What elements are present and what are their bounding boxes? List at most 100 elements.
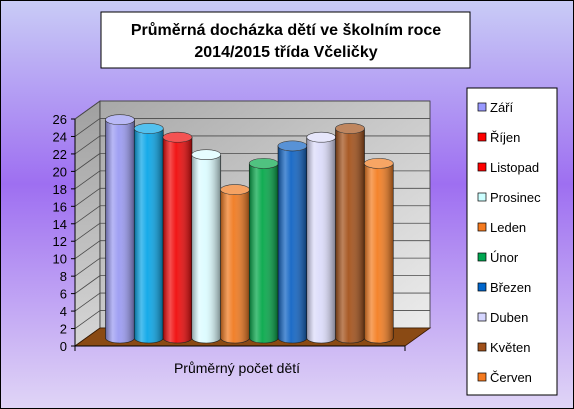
bar-top-highlight	[191, 149, 221, 160]
legend-label: Listopad	[490, 160, 539, 175]
legend-item-leden: Leden	[477, 220, 526, 235]
legend-item-duben: Duben	[477, 310, 528, 325]
legend-label: Březen	[490, 280, 531, 295]
bar-shading	[278, 145, 307, 343]
y-tick-label: 0	[60, 339, 67, 354]
legend-label: Leden	[490, 220, 526, 235]
bar-top	[133, 123, 164, 134]
legend-item-zari: Září	[477, 100, 514, 115]
legend-swatch	[477, 162, 487, 172]
legend-item-listopad: Listopad	[477, 160, 539, 175]
bar-top	[105, 114, 135, 126]
bar-top	[335, 123, 365, 134]
legend-label: Září	[490, 100, 514, 115]
y-tick-label: 16	[53, 199, 67, 214]
bar-shading	[249, 163, 279, 343]
legend-swatch	[477, 132, 487, 142]
title-box	[100, 11, 471, 69]
bar-shading	[134, 128, 164, 343]
bar-brezen	[277, 140, 308, 344]
y-tick-label: 12	[53, 234, 67, 249]
y-tick-label: 14	[53, 217, 67, 232]
bar-prosinec	[191, 149, 222, 344]
side-wall	[74, 100, 101, 347]
bar-top-highlight	[134, 123, 164, 134]
bar-shading	[163, 137, 192, 343]
bar-shading	[220, 189, 250, 343]
legend-item-rijen: Říjen	[477, 130, 520, 145]
legend-label: Únor	[490, 250, 519, 265]
bar-shading	[105, 119, 135, 343]
y-tick-label: 18	[53, 182, 67, 197]
bar-top-highlight	[364, 158, 394, 169]
gridline-side	[74, 310, 101, 329]
bar-top-highlight	[163, 132, 192, 143]
bar-top-highlight	[306, 132, 336, 143]
bar-top-highlight	[278, 140, 307, 151]
bar-top-highlight	[335, 123, 365, 134]
legend-item-brezen: Březen	[477, 280, 531, 295]
title-line-2: 2014/2015 třída Včeličky	[194, 44, 377, 61]
legend-label: Květen	[490, 340, 530, 355]
y-tick-label: 26	[53, 112, 67, 127]
y-tick-label: 20	[53, 164, 67, 179]
bar-cerven	[363, 158, 394, 344]
gridline-side	[74, 240, 101, 260]
bars	[105, 114, 394, 344]
gridline-side	[74, 275, 101, 294]
legend-label: Prosinec	[490, 190, 541, 205]
legend-item-unor: Únor	[477, 250, 519, 265]
gridline-side	[74, 153, 101, 172]
chart-title: Průměrná docházka dětí ve školním roce 2…	[100, 11, 471, 69]
gridline-side	[74, 135, 101, 155]
bar-unor	[248, 158, 279, 344]
bar-zari	[105, 114, 135, 344]
legend-item-cerven: Červen	[477, 370, 532, 385]
bar-top-highlight	[105, 114, 135, 125]
bar-shading	[335, 128, 365, 343]
y-tick-label: 10	[53, 252, 67, 267]
legend-swatch	[477, 102, 487, 112]
bar-top-highlight	[220, 184, 250, 195]
y-tick-label: 6	[60, 287, 67, 302]
bar-shading	[191, 154, 221, 343]
bar-duben	[306, 131, 337, 344]
bar-kveten	[335, 123, 365, 344]
legend-swatch	[477, 192, 487, 202]
gridline-side	[74, 170, 101, 190]
x-category-label: Průměrný počet dětí	[174, 360, 300, 376]
bar-leden	[220, 184, 250, 344]
bar-top	[191, 149, 222, 160]
y-tick-label: 4	[60, 304, 67, 319]
gridline-side	[74, 118, 101, 137]
bar-shading	[306, 137, 336, 343]
gridline-side	[74, 222, 101, 242]
y-tick-label: 22	[53, 147, 67, 162]
legend-swatch	[477, 222, 487, 232]
gridline-side	[74, 187, 101, 207]
legend-swatch	[477, 342, 487, 352]
bar-top	[162, 131, 193, 143]
gridline-side	[74, 257, 101, 277]
y-tick-label: 2	[60, 322, 67, 337]
bar-top-highlight	[249, 158, 279, 169]
axes	[74, 119, 406, 351]
bar-top	[363, 158, 394, 169]
bar-listopad	[162, 131, 193, 344]
legend: Září Říjen Listopad Prosinec Leden Únor Březen…	[466, 87, 558, 396]
legend-label: Duben	[490, 310, 528, 325]
y-tick-label: 8	[60, 269, 67, 284]
gridline-side	[74, 100, 101, 120]
legend-swatch	[477, 372, 487, 382]
bar-rijen	[133, 123, 164, 344]
legend-swatch	[477, 282, 487, 292]
gridline-side	[74, 292, 101, 312]
gridline-side	[74, 205, 101, 225]
legend-item-prosinec: Prosinec	[477, 190, 541, 205]
legend-item-kveten: Květen	[477, 340, 530, 355]
title-line-1: Průměrná docházka dětí ve školním roce	[131, 22, 441, 39]
legend-swatch	[477, 252, 487, 262]
